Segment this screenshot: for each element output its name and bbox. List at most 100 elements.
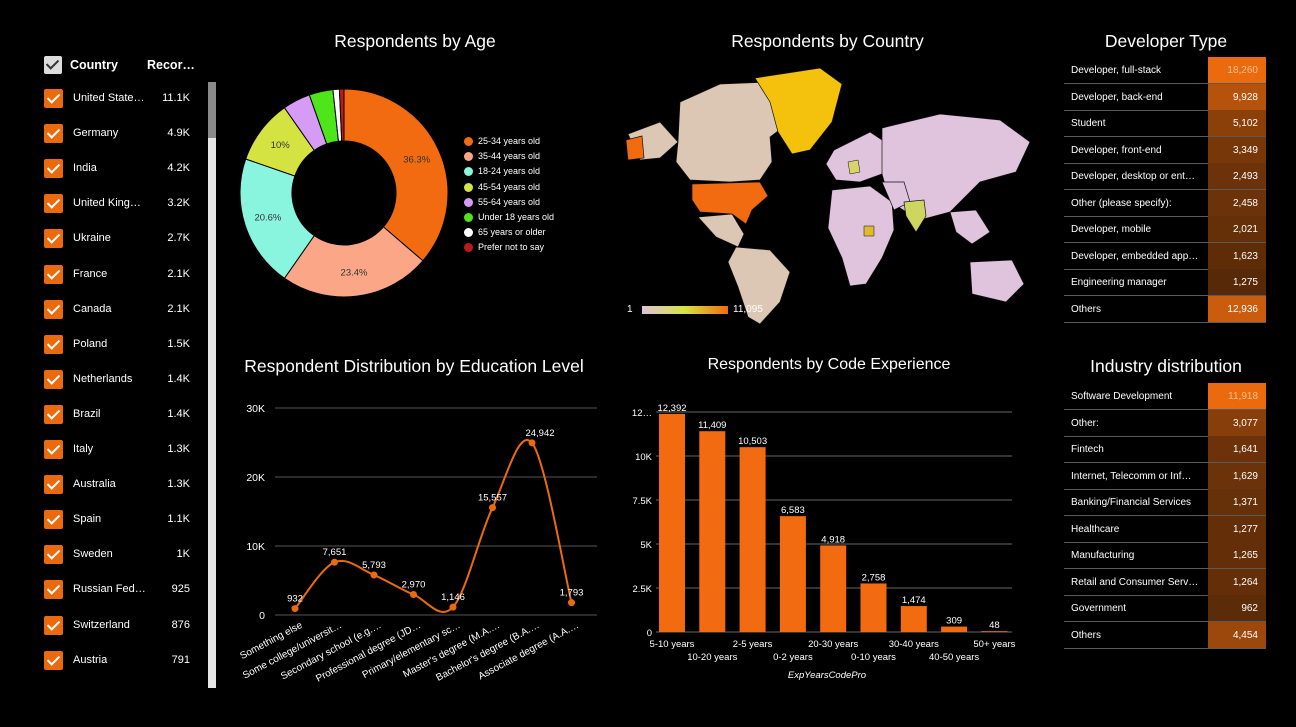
education-value-label: 5,793 (362, 560, 386, 571)
country-filter-scroll-thumb[interactable] (208, 82, 216, 138)
developer-type-title: Developer Type (1104, 31, 1228, 51)
country-checkbox[interactable] (44, 615, 63, 635)
industry-row[interactable]: Manufacturing 1,265 (1064, 542, 1266, 569)
country-filter-scrollbar[interactable] (208, 82, 216, 688)
country-checkbox[interactable] (44, 650, 63, 670)
industry-row[interactable]: Retail and Consumer Serv… 1,264 (1064, 568, 1266, 596)
country-checkbox[interactable] (44, 475, 63, 495)
experience-value-label: 48 (989, 620, 1000, 631)
developer-type-row[interactable]: Developer, mobile 2,021 (1064, 216, 1266, 243)
experience-value-label: 4,918 (821, 534, 845, 545)
education-value-label: 24,942 (525, 428, 554, 439)
country-filter-row[interactable]: France 2.1K (44, 264, 204, 285)
country-filter-row[interactable]: Spain 1.1K (44, 510, 204, 530)
country-filter-row[interactable]: Germany 4.9K (44, 124, 204, 144)
country-checkbox[interactable] (44, 404, 63, 424)
developer-type-label: Developer, front-end (1071, 144, 1162, 156)
experience-value-label: 10,503 (738, 436, 767, 447)
record-count-column-header[interactable]: Recor… (147, 58, 195, 72)
education-point (568, 599, 575, 607)
developer-type-row[interactable]: Others 12,936 (1064, 295, 1266, 323)
country-filter-row[interactable]: Switzerland 876 (44, 615, 204, 636)
developer-type-row[interactable]: Developer, full-stack 18,260 (1064, 57, 1266, 84)
legend-swatch (464, 152, 473, 162)
country-filter-row[interactable]: United State… 11.1K (44, 89, 204, 109)
industry-value: 1,641 (1208, 436, 1266, 462)
developer-type-row[interactable]: Developer, front-end 3,349 (1064, 136, 1266, 164)
country-record-count: 876 (171, 618, 190, 631)
industry-row[interactable]: Banking/Financial Services 1,371 (1064, 489, 1266, 516)
developer-type-value: 1,275 (1208, 269, 1266, 295)
industry-label: Government (1071, 603, 1127, 614)
country-checkbox[interactable] (44, 545, 63, 565)
country-checkbox[interactable] (44, 124, 63, 144)
country-column-header[interactable]: Country (70, 58, 118, 72)
developer-type-row[interactable]: Student 5,102 (1064, 110, 1266, 137)
industry-value: 11,918 (1208, 383, 1266, 409)
country-filter-row[interactable]: Sweden 1K (44, 545, 204, 565)
greenland-region (754, 67, 843, 155)
country-filter-row[interactable]: Russian Fed… 925 (44, 580, 204, 600)
industry-row[interactable]: Software Development 11,918 (1064, 383, 1266, 410)
country-filter-row[interactable]: Brazil 1.4K (44, 404, 204, 425)
country-filter-row[interactable]: Canada 2.1K (44, 299, 204, 320)
developer-type-row[interactable]: Developer, back-end 9,928 (1064, 83, 1266, 111)
industry-label: Software Development (1071, 391, 1173, 402)
country-filter-row[interactable]: Austria 791 (44, 650, 204, 671)
developer-type-row[interactable]: Developer, embedded app… 1,623 (1064, 242, 1266, 270)
industry-row[interactable]: Healthcare 1,277 (1064, 515, 1266, 543)
country-record-count: 1.3K (167, 478, 190, 491)
world-map[interactable] (620, 62, 1040, 324)
country-filter[interactable]: Country Recor… United State… 11.1K Germany… (38, 50, 216, 690)
country-filter-row[interactable]: Netherlands 1.4K (44, 369, 204, 390)
country-name: France (73, 267, 108, 280)
education-point (528, 439, 536, 447)
education-point (449, 603, 457, 611)
country-checkbox[interactable] (44, 229, 63, 249)
developer-type-value: 12,936 (1208, 295, 1266, 322)
industry-row[interactable]: Internet, Telecomm or Inf… 1,629 (1064, 462, 1266, 490)
education-value-label: 1,146 (441, 592, 465, 603)
developer-type-table: Developer, full-stack 18,260 Developer, ba… (1064, 57, 1266, 327)
industry-row[interactable]: Other: 3,077 (1064, 409, 1266, 437)
country-checkbox[interactable] (44, 299, 63, 319)
select-all-checkbox[interactable] (44, 56, 62, 74)
age-slice-label: 20.6% (254, 213, 281, 224)
australia-region (969, 259, 1025, 303)
country-record-count: 2.1K (167, 267, 190, 280)
industry-row[interactable]: Others 4,454 (1064, 621, 1266, 649)
country-filter-row[interactable]: Australia 1.3K (44, 475, 204, 495)
developer-type-value: 2,458 (1208, 189, 1266, 216)
country-filter-row[interactable]: India 4.2K (44, 159, 204, 179)
country-checkbox[interactable] (44, 369, 63, 389)
legend-swatch (464, 182, 473, 192)
developer-type-row[interactable]: Engineering manager 1,275 (1064, 269, 1266, 296)
education-point (410, 591, 417, 599)
developer-type-row[interactable]: Developer, desktop or ent… 2,493 (1064, 163, 1266, 190)
country-checkbox[interactable] (44, 510, 63, 530)
experience-x-tick: 10-20 years (687, 652, 737, 663)
developer-type-value: 18,260 (1208, 57, 1266, 83)
industry-row[interactable]: Fintech 1,641 (1064, 436, 1266, 463)
country-record-count: 1.3K (167, 443, 190, 455)
country-checkbox[interactable] (44, 440, 63, 459)
country-checkbox[interactable] (44, 334, 63, 354)
industry-title: Industry distribution (1090, 356, 1242, 376)
country-record-count: 11.1K (162, 92, 190, 104)
country-checkbox[interactable] (44, 159, 63, 179)
experience-value-label: 6,583 (781, 505, 805, 516)
country-filter-header: Country Recor… (44, 56, 214, 76)
country-filter-row[interactable]: Ukraine 2.7K (44, 229, 204, 249)
industry-row[interactable]: Government 962 (1064, 595, 1266, 622)
country-checkbox[interactable] (44, 194, 63, 214)
country-filter-row[interactable]: United King… 3.2K (44, 194, 204, 214)
country-checkbox[interactable] (44, 264, 63, 284)
country-filter-row[interactable]: Poland 1.5K (44, 334, 204, 355)
country-name: United State… (73, 92, 145, 104)
developer-type-row[interactable]: Other (please specify): 2,458 (1064, 189, 1266, 217)
country-checkbox[interactable] (44, 580, 63, 600)
experience-bar (739, 447, 766, 632)
industry-value: 1,277 (1208, 515, 1266, 542)
country-checkbox[interactable] (44, 89, 63, 108)
country-filter-row[interactable]: Italy 1.3K (44, 440, 204, 460)
